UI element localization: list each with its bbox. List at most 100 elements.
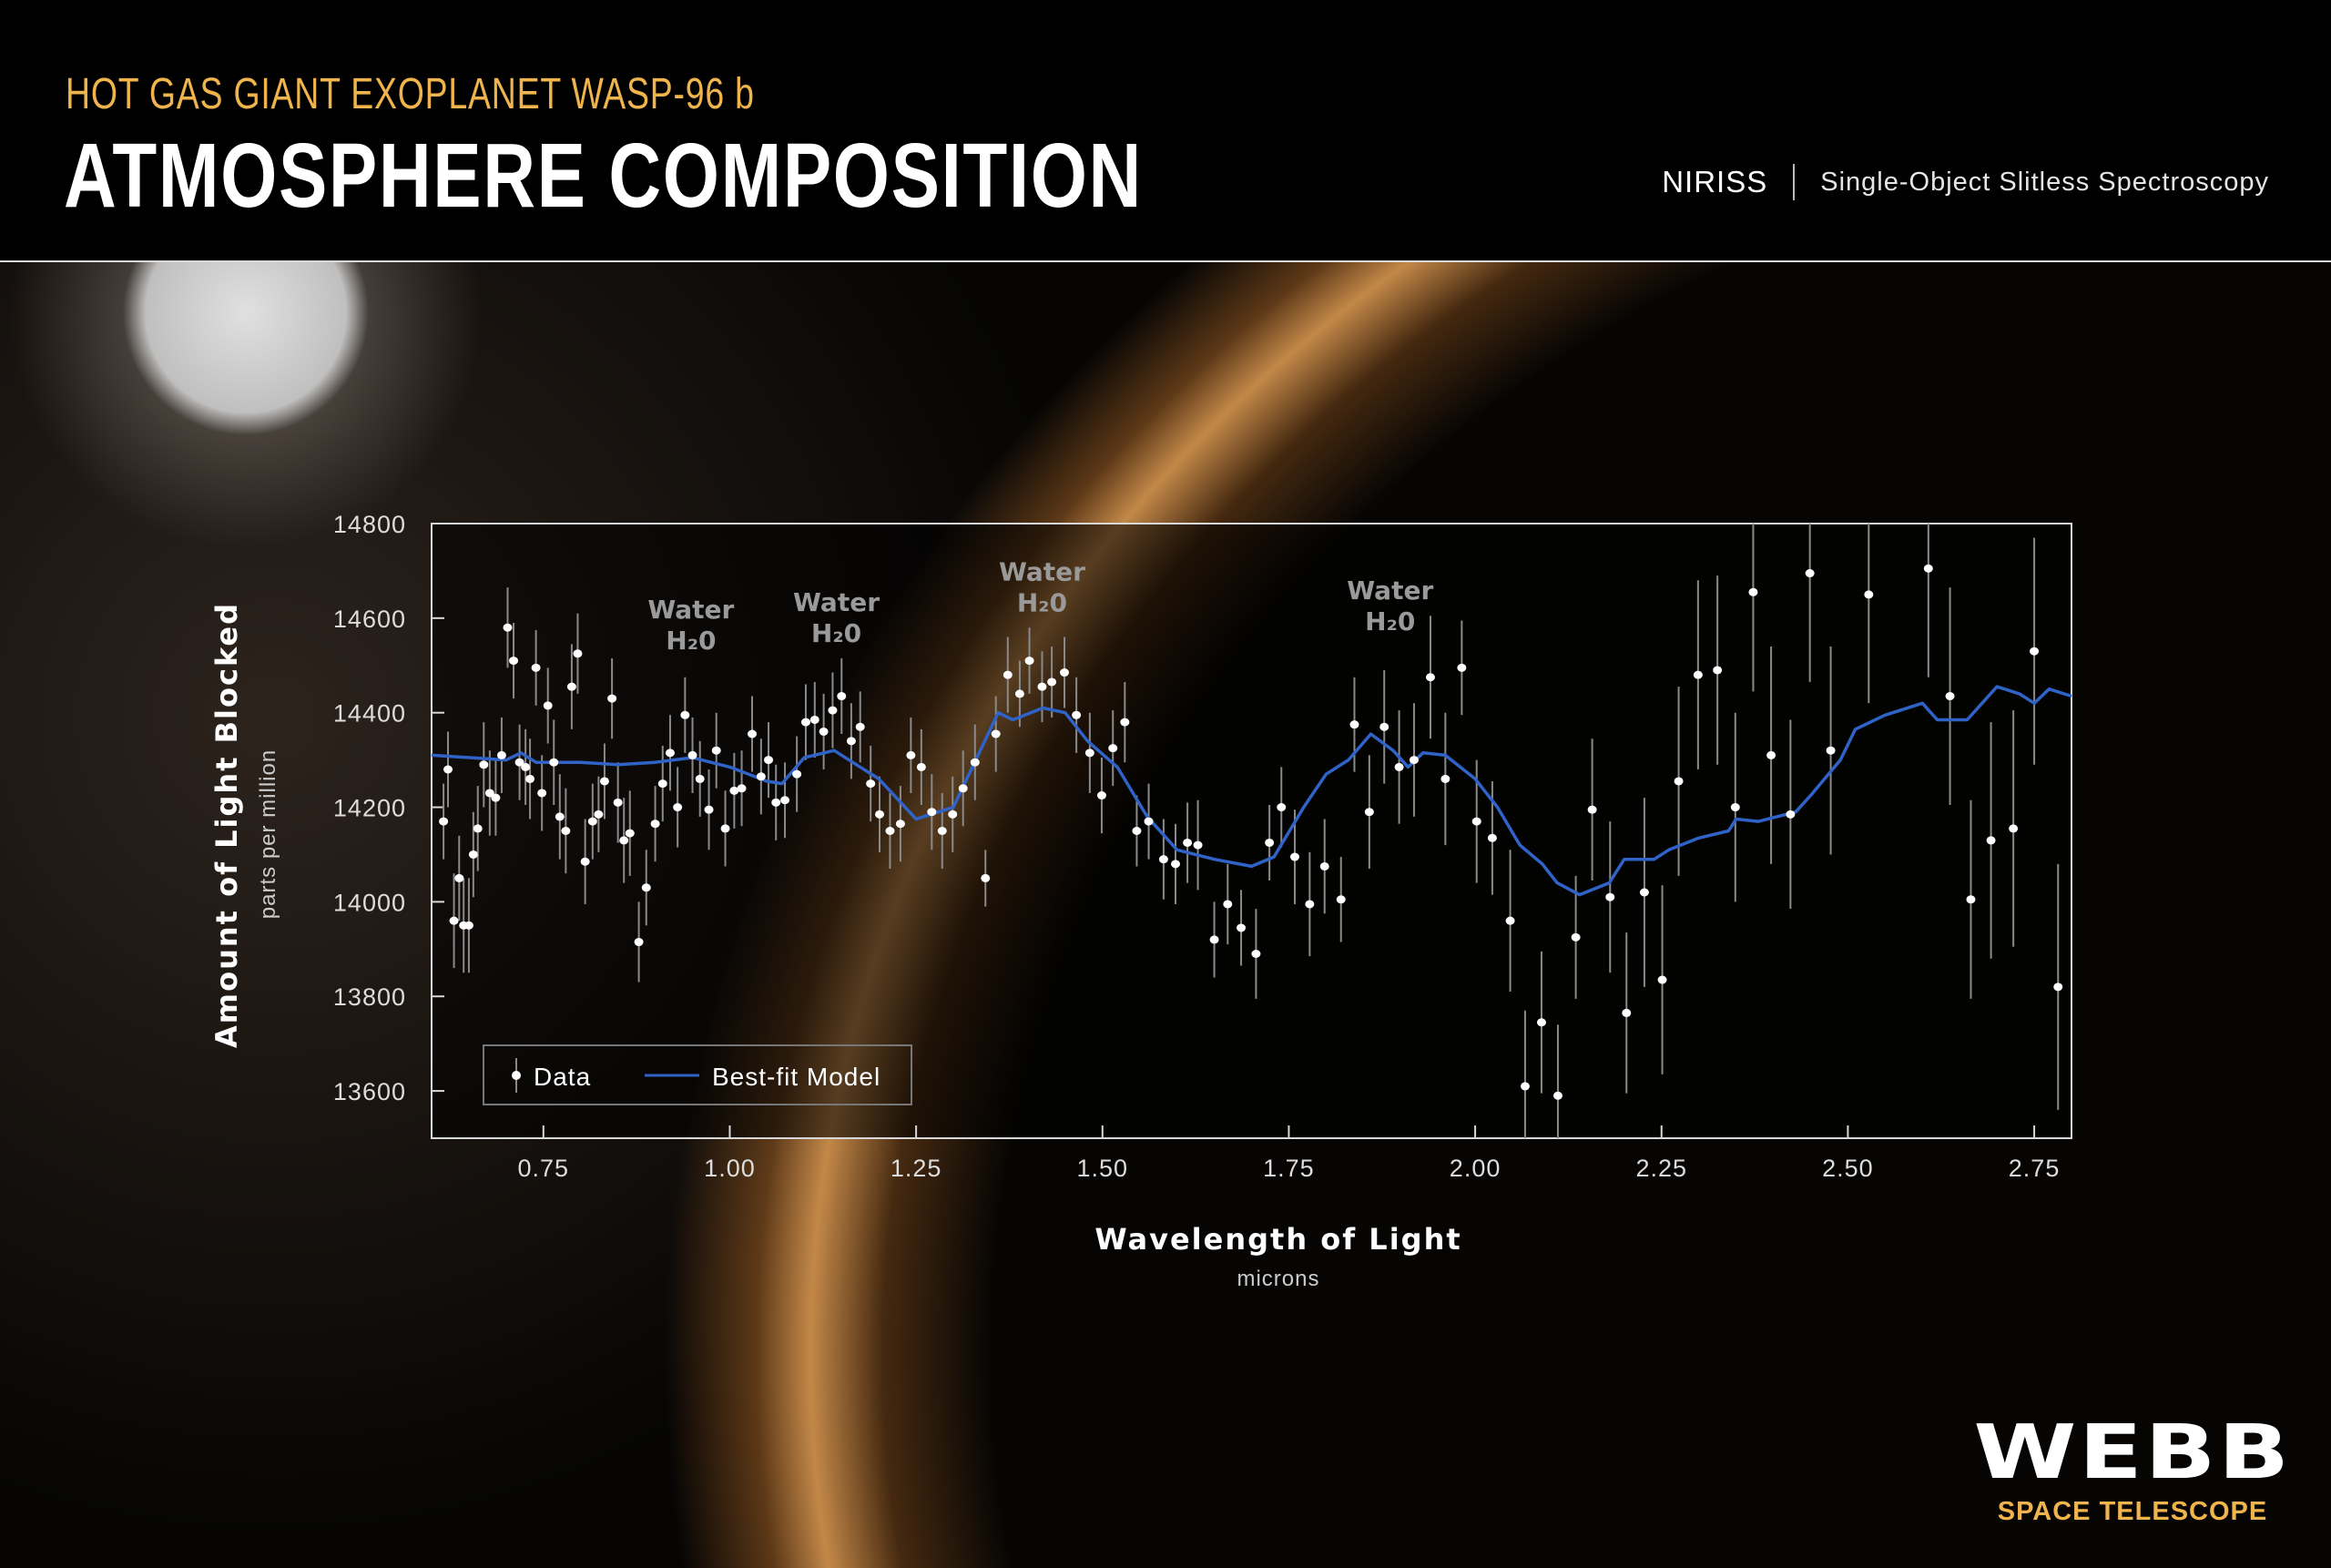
data-point — [792, 769, 802, 779]
data-point — [1277, 803, 1287, 812]
data-point — [625, 829, 635, 838]
data-point — [449, 916, 459, 925]
data-point — [650, 820, 660, 829]
instrument-mode: Single-Object Slitless Spectroscopy — [1820, 167, 2269, 197]
data-point — [695, 774, 705, 783]
data-point — [525, 774, 535, 783]
data-point — [2053, 983, 2063, 992]
data-point — [1305, 900, 1315, 909]
data-point — [1037, 682, 1047, 691]
data-point — [1349, 720, 1359, 729]
data-point — [594, 809, 604, 819]
data-point — [687, 750, 697, 759]
data-point — [906, 750, 916, 759]
data-point — [1144, 817, 1154, 826]
data-point — [1120, 718, 1130, 727]
data-point — [1394, 762, 1404, 771]
data-point — [1639, 888, 1649, 897]
data-point — [711, 746, 721, 755]
data-point — [2009, 824, 2019, 833]
data-point — [1786, 809, 1796, 819]
data-point — [587, 817, 597, 826]
data-point — [1024, 657, 1034, 666]
data-point — [599, 777, 609, 786]
data-point — [1674, 777, 1684, 786]
data-point — [454, 873, 464, 882]
data-point — [1084, 748, 1094, 758]
annotation-formula: H₂0 — [811, 618, 861, 648]
legend-box — [483, 1044, 912, 1105]
y-tick-label: 14400 — [333, 700, 406, 728]
data-point — [1379, 722, 1389, 731]
data-point — [1622, 1008, 1632, 1017]
data-point — [634, 938, 644, 947]
plot-area — [431, 523, 2072, 1139]
data-point — [509, 657, 519, 666]
divider — [1793, 164, 1796, 200]
data-point — [566, 682, 576, 691]
data-point — [673, 803, 683, 812]
data-point — [1060, 668, 1070, 677]
x-tick-label: 2.50 — [1822, 1155, 1874, 1182]
webb-logo: WEBB SPACE TELESCOPE — [1973, 1416, 2289, 1527]
data-point — [479, 760, 489, 769]
data-point — [1552, 1091, 1562, 1100]
data-point — [1251, 950, 1261, 958]
data-point — [885, 827, 895, 835]
data-point — [496, 750, 506, 759]
data-point — [2030, 647, 2040, 656]
data-point — [543, 701, 553, 710]
data-point — [958, 784, 968, 793]
data-point — [937, 827, 947, 835]
data-point — [1923, 564, 1933, 573]
x-tick-label: 2.25 — [1635, 1155, 1687, 1182]
data-point — [1319, 861, 1329, 871]
data-point — [521, 762, 531, 771]
logo-wordmark: WEBB — [1973, 1410, 2292, 1496]
x-tick-label: 0.75 — [518, 1155, 570, 1182]
data-point — [837, 692, 847, 701]
data-point — [1864, 590, 1874, 599]
data-point — [1457, 663, 1467, 672]
legend-model-label: Best-fit Model — [712, 1063, 880, 1091]
data-point — [771, 798, 781, 807]
data-point — [468, 850, 478, 859]
data-point — [846, 737, 856, 746]
subtitle: HOT GAS GIANT EXOPLANET WASP-96 b — [66, 70, 755, 118]
data-point — [1945, 692, 1955, 701]
data-point — [1826, 746, 1836, 755]
data-point — [866, 779, 876, 789]
y-axis-label: Amount of Light Blocked — [209, 602, 244, 1048]
data-point — [948, 809, 958, 819]
data-point — [756, 772, 766, 781]
x-axis-label: Wavelength of Light — [1094, 1222, 1461, 1257]
x-tick-label: 2.00 — [1450, 1155, 1501, 1182]
x-tick-label: 2.75 — [2009, 1155, 2061, 1182]
data-point — [1986, 836, 1996, 845]
data-point — [514, 758, 524, 767]
data-point — [1505, 916, 1515, 925]
data-point — [665, 748, 675, 758]
x-axis-unit: microns — [1237, 1267, 1319, 1291]
data-point — [1440, 774, 1451, 783]
data-point — [1072, 710, 1082, 719]
data-point — [991, 729, 1001, 738]
data-point — [1587, 805, 1597, 814]
data-point — [809, 715, 819, 724]
data-point — [1766, 750, 1776, 759]
data-point — [981, 873, 991, 882]
data-point — [1425, 673, 1435, 682]
data-point — [463, 921, 473, 930]
data-point — [1096, 791, 1106, 800]
data-point — [1471, 817, 1481, 826]
data-point — [1571, 932, 1581, 942]
data-point — [1805, 569, 1815, 578]
data-point — [1409, 756, 1419, 765]
data-point — [800, 718, 810, 727]
data-point — [970, 758, 980, 767]
y-tick-label: 13600 — [333, 1078, 406, 1105]
data-point — [1536, 1018, 1546, 1027]
data-point — [573, 649, 583, 658]
data-point — [680, 710, 690, 719]
